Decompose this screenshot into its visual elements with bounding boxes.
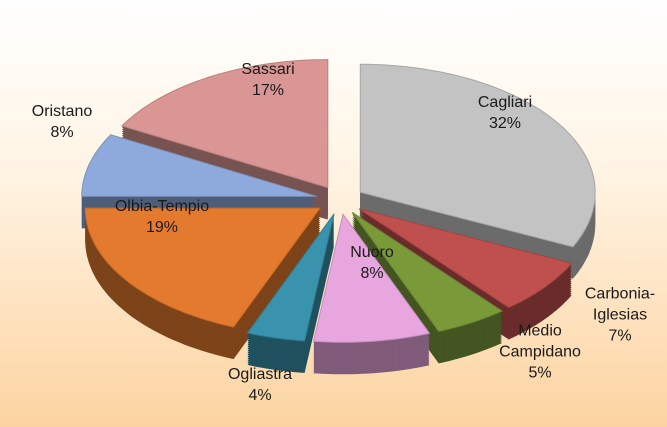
data-label: Ogliastra 4% bbox=[215, 364, 305, 406]
data-label: Olbia-Tempio 19% bbox=[92, 196, 232, 238]
value-label: 5% bbox=[528, 364, 552, 382]
value-label: 8% bbox=[360, 265, 384, 282]
slice bbox=[351, 211, 503, 332]
slice bbox=[84, 207, 322, 328]
data-label: Cagliari 32% bbox=[455, 92, 555, 134]
category-label: Medio Campidano bbox=[499, 322, 581, 361]
category-label: Oristano bbox=[31, 103, 93, 120]
pie-slice bbox=[246, 213, 335, 373]
category-label: Nuoro bbox=[350, 244, 394, 261]
value-label: 4% bbox=[248, 387, 272, 404]
pie-slice bbox=[84, 207, 322, 360]
slice bbox=[312, 213, 431, 343]
pie-slice bbox=[312, 213, 431, 375]
category-label: Carbonia-Iglesias bbox=[584, 285, 656, 324]
data-label: Medio Campidano 5% bbox=[485, 321, 595, 384]
value-label: 17% bbox=[251, 82, 285, 99]
slice bbox=[120, 59, 329, 189]
value-label: 7% bbox=[608, 327, 632, 345]
pie-slice bbox=[359, 63, 596, 279]
slice bbox=[359, 63, 596, 248]
value-label: 8% bbox=[50, 124, 74, 141]
category-label: Sassari bbox=[241, 61, 295, 78]
data-label: Carbonia-Iglesias 7% bbox=[580, 284, 660, 347]
pie-slice bbox=[120, 59, 329, 220]
data-label: Nuoro 8% bbox=[332, 242, 412, 284]
category-label: Cagliari bbox=[477, 94, 533, 111]
slice bbox=[358, 208, 573, 309]
value-label: 32% bbox=[488, 115, 522, 132]
slice bbox=[81, 134, 317, 197]
data-label: Sassari 17% bbox=[223, 59, 313, 101]
category-label: Ogliastra bbox=[227, 366, 293, 383]
slice bbox=[246, 213, 335, 342]
data-label: Oristano 8% bbox=[17, 101, 107, 143]
category-label: Olbia-Tempio bbox=[114, 198, 210, 215]
value-label: 19% bbox=[145, 219, 179, 236]
pie-slice bbox=[81, 134, 317, 229]
pie-slice bbox=[351, 211, 503, 364]
